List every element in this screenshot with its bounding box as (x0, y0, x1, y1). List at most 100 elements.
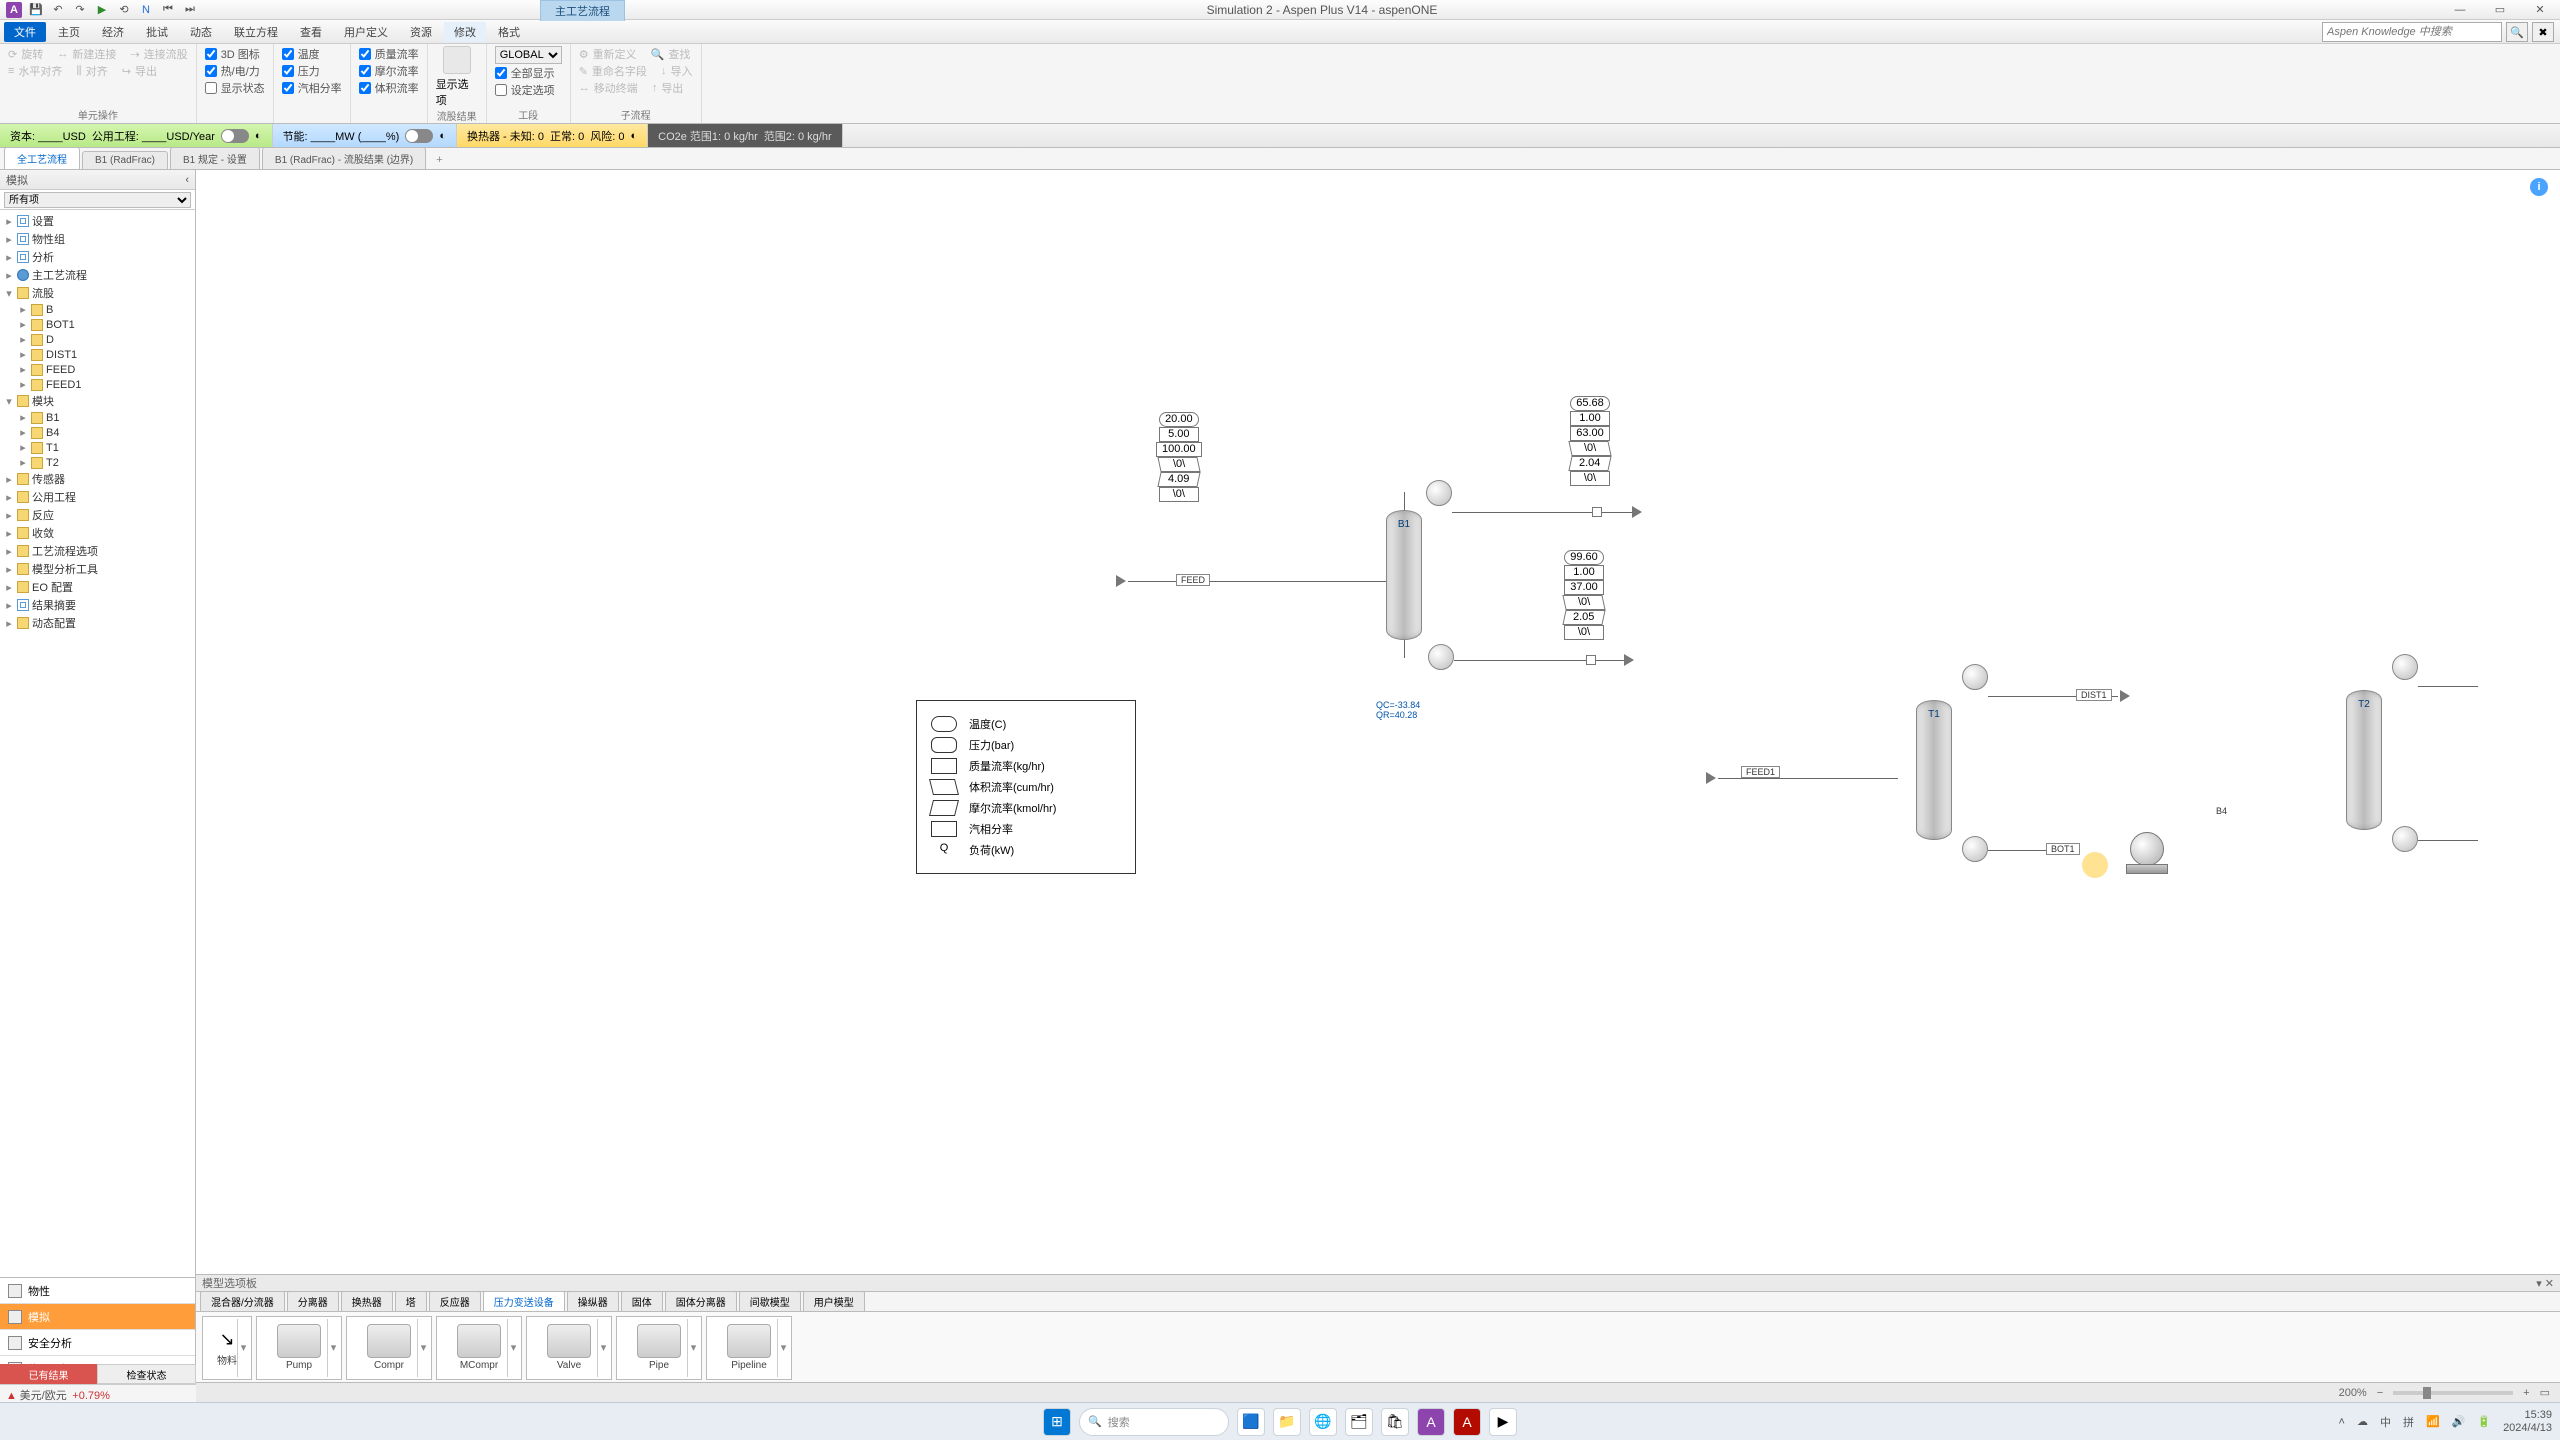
t2-condenser[interactable] (2392, 654, 2418, 680)
tb-media[interactable]: ▶ (1489, 1408, 1517, 1436)
zoom-out-icon[interactable]: − (2377, 1387, 2383, 1399)
tree-node[interactable]: ▸BOT1 (0, 317, 195, 332)
zoom-slider[interactable] (2393, 1391, 2513, 1395)
tray-ime-lang[interactable]: 中 (2380, 1414, 2391, 1430)
tree-node[interactable]: ▸DIST1 (0, 347, 195, 362)
chk-mass[interactable]: 质量流率 (359, 46, 419, 62)
restart-icon[interactable]: ⟲ (116, 2, 132, 18)
tray-onedrive-icon[interactable]: ☁ (2357, 1415, 2368, 1428)
tree-node[interactable]: ▸模型分析工具 (0, 560, 195, 578)
search-button[interactable]: 🔍 (2506, 22, 2528, 42)
tree-node[interactable]: ▸EO 配置 (0, 578, 195, 596)
menu-home[interactable]: 主页 (48, 22, 90, 42)
contextual-tab[interactable]: 主工艺流程 (540, 0, 625, 21)
rb-sub3[interactable]: ↔移动终端 ↑导出 (579, 80, 693, 96)
menu-batch[interactable]: 批试 (136, 22, 178, 42)
tree-node[interactable]: ▸B4 (0, 425, 195, 440)
menu-econ[interactable]: 经济 (92, 22, 134, 42)
menu-format[interactable]: 格式 (488, 22, 530, 42)
tb-copilot[interactable]: 🟦 (1237, 1408, 1265, 1436)
rb-rotate[interactable]: ⟳旋转 ↔新建连接 ⇢连接流股 (8, 46, 188, 62)
zoom-in-icon[interactable]: + (2523, 1387, 2529, 1399)
tb-acrobat[interactable]: A (1453, 1408, 1481, 1436)
menu-custom[interactable]: 用户定义 (334, 22, 398, 42)
block-b1[interactable]: B1 (1386, 510, 1422, 640)
tree-node[interactable]: ▾流股 (0, 284, 195, 302)
palette-tab[interactable]: 换热器 (341, 1291, 393, 1312)
tray-battery-icon[interactable]: 🔋 (2477, 1415, 2491, 1428)
menu-eqn[interactable]: 联立方程 (224, 22, 288, 42)
feed-label[interactable]: FEED (1176, 574, 1210, 586)
palette-tab[interactable]: 固体 (621, 1291, 663, 1312)
tree-node[interactable]: ▸动态配置 (0, 614, 195, 632)
bot1-label[interactable]: BOT1 (2046, 843, 2080, 855)
b1-condenser[interactable] (1426, 480, 1452, 506)
palette-item-pipe[interactable]: Pipe▾ (616, 1316, 702, 1380)
tray-clock[interactable]: 15:39 2024/4/13 (2503, 1409, 2552, 1433)
tab-add[interactable]: + (428, 151, 450, 169)
tree-node[interactable]: ▸D (0, 332, 195, 347)
rb-misc[interactable] (8, 80, 188, 92)
palette-tab[interactable]: 固体分离器 (665, 1291, 737, 1312)
nav-filter[interactable]: 所有项 (0, 190, 195, 210)
tree-node[interactable]: ▸反应 (0, 506, 195, 524)
feed1-label[interactable]: FEED1 (1741, 766, 1780, 778)
start-button[interactable]: ⊞ (1043, 1408, 1071, 1436)
undo-icon[interactable]: ↶ (50, 2, 66, 18)
chk-temp[interactable]: 温度 (282, 46, 342, 62)
search-clear[interactable]: ✖ (2532, 22, 2554, 42)
close-button[interactable]: ✕ (2520, 0, 2560, 20)
sel-global[interactable]: GLOBAL (495, 46, 562, 64)
dist1-label[interactable]: DIST1 (2076, 689, 2112, 701)
b1-reboiler[interactable] (1428, 644, 1454, 670)
palette-tab[interactable]: 反应器 (429, 1291, 481, 1312)
panel-energy[interactable]: 节能: ____MW (____%) ◐ (273, 124, 457, 147)
nav-collapse-icon[interactable]: ‹ (185, 174, 189, 186)
tree-node[interactable]: ▾模块 (0, 392, 195, 410)
zoom-fit-icon[interactable]: ▭ (2540, 1386, 2550, 1399)
status-results[interactable]: 已有结果 (0, 1364, 97, 1384)
tab-b1-spec[interactable]: B1 规定 - 设置 (170, 147, 260, 169)
tree-node[interactable]: ▸结果摘要 (0, 596, 195, 614)
chk-pres[interactable]: 压力 (282, 63, 342, 79)
menu-dynamic[interactable]: 动态 (180, 22, 222, 42)
status-check[interactable]: 检查状态 (97, 1364, 196, 1384)
block-t2[interactable]: T2 (2346, 690, 2382, 830)
panel-cost[interactable]: 资本: ____USD 公用工程: ____USD/Year ◐ (0, 124, 273, 147)
chk-showall[interactable]: 全部显示 (495, 65, 562, 81)
chk-vfrac[interactable]: 汽相分率 (282, 80, 342, 96)
tree-node[interactable]: ▸设置 (0, 212, 195, 230)
run-icon[interactable]: ▶ (94, 2, 110, 18)
menu-file[interactable]: 文件 (4, 22, 46, 42)
panel-cost-toggle[interactable] (221, 129, 249, 143)
flowsheet-canvas[interactable]: i FEED 20.005.00100.00\0\4.09\0\ B1 65.6… (196, 170, 2560, 1382)
nav-bottom-btn[interactable]: 物性 (0, 1278, 195, 1304)
rb-align[interactable]: ≡水平对齐 ⫼对齐 ↪导出 (8, 63, 188, 79)
maximize-button[interactable]: ▭ (2480, 0, 2520, 20)
tab-b1-results[interactable]: B1 (RadFrac) - 流股结果 (边界) (262, 147, 426, 169)
chk-vol[interactable]: 体积流率 (359, 80, 419, 96)
tb-edge[interactable]: 🌐 (1309, 1408, 1337, 1436)
menu-resource[interactable]: 资源 (400, 22, 442, 42)
tree-node[interactable]: ▸公用工程 (0, 488, 195, 506)
palette-tab[interactable]: 分离器 (287, 1291, 339, 1312)
panel-energy-toggle[interactable] (405, 129, 433, 143)
palette-item-valve[interactable]: Valve▾ (526, 1316, 612, 1380)
step-back-icon[interactable]: ⏮ (160, 2, 176, 18)
minimize-button[interactable]: — (2440, 0, 2480, 20)
panel-co2[interactable]: CO2e 范围1: 0 kg/hr 范围2: 0 kg/hr (648, 124, 843, 147)
tab-b1[interactable]: B1 (RadFrac) (82, 151, 168, 169)
tb-files[interactable]: 🗂 (1345, 1408, 1373, 1436)
tree-node[interactable]: ▸收敛 (0, 524, 195, 542)
search-input[interactable] (2322, 22, 2502, 42)
chk-setopts[interactable]: 设定选项 (495, 82, 562, 98)
next-icon[interactable]: N (138, 2, 154, 18)
tray-ime-mode[interactable]: 拼 (2403, 1414, 2414, 1430)
save-icon[interactable]: 💾 (28, 2, 44, 18)
tb-explorer[interactable]: 📁 (1273, 1408, 1301, 1436)
tb-store[interactable]: 🛍 (1381, 1408, 1409, 1436)
tree-node[interactable]: ▸主工艺流程 (0, 266, 195, 284)
tree-node[interactable]: ▸B (0, 302, 195, 317)
palette-item-mcompr[interactable]: MCompr▾ (436, 1316, 522, 1380)
palette-item-compr[interactable]: Compr▾ (346, 1316, 432, 1380)
